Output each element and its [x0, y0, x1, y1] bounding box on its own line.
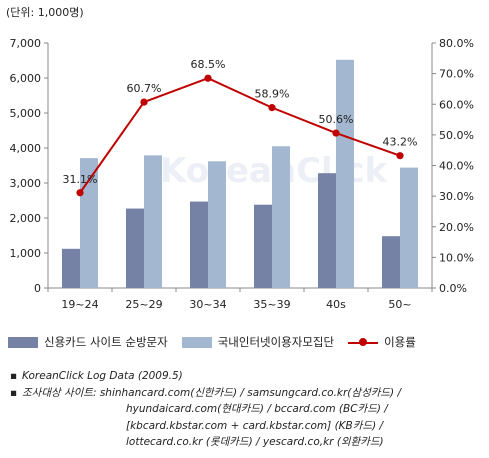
left-tick-label: 4,000: [10, 142, 42, 155]
note-row: ▪ KoreanClick Log Data (2009.5): [10, 368, 480, 385]
bar-visitors: [382, 236, 400, 288]
note-text: [kbcard.kbstar.com + card.kbstar.com] (K…: [126, 419, 384, 432]
note-row: ▪ 조사대상 사이트: shinhancard.com(신한카드) / samsu…: [10, 385, 480, 402]
legend-item-population: 국내인터넷이용자모집단: [181, 334, 335, 350]
note-row: [kbcard.kbstar.com + card.kbstar.com] (K…: [10, 418, 480, 435]
combo-chart: (단위: 1,000명) KoreanClick 01,0002,0003,00…: [6, 6, 474, 311]
legend-label-usage-rate: 이용률: [384, 335, 416, 349]
usage-rate-data-label: 50.6%: [319, 113, 354, 126]
usage-rate-data-label: 68.5%: [191, 58, 226, 71]
x-tick-label: 35~39: [253, 298, 290, 311]
legend-swatch-visitors: [8, 336, 38, 348]
usage-rate-point: [396, 152, 404, 160]
left-tick-label: 2,000: [10, 212, 42, 225]
legend: 신용카드 사이트 순방문자 국내인터넷이용자모집단 이용률: [8, 333, 486, 351]
note-text: KoreanClick Log Data (2009.5): [22, 370, 183, 382]
right-tick-label: 70.0%: [439, 68, 474, 81]
usage-rate-point: [76, 189, 84, 197]
usage-rate-data-label: 60.7%: [127, 82, 162, 95]
left-tick-label: 7,000: [10, 37, 42, 50]
usage-rate-point: [140, 98, 148, 106]
note-text: hyundaicard.com(현대카드) / bccard.com (BC카드…: [126, 403, 388, 415]
right-tick-label: 30.0%: [439, 190, 474, 203]
bar-population: [80, 158, 98, 288]
source-notes: ▪ KoreanClick Log Data (2009.5) ▪ 조사대상 사이트…: [10, 368, 480, 451]
usage-rate-point: [268, 104, 276, 112]
note-row: lottecard.co.kr (롯데카드) / yescard.co,kr (…: [10, 434, 480, 451]
note-row: hyundaicard.com(현대카드) / bccard.com (BC카드…: [10, 401, 480, 418]
left-tick-label: 0: [34, 282, 41, 295]
bar-visitors: [318, 173, 336, 288]
x-tick-label: 50~: [388, 298, 411, 311]
unit-label: (단위: 1,000명): [6, 6, 84, 19]
legend-swatch-usage-rate: [348, 337, 379, 348]
usage-rate-data-label: 31.1%: [63, 173, 98, 186]
bar-visitors: [254, 204, 272, 288]
right-tick-label: 80.0%: [439, 37, 474, 50]
left-tick-label: 5,000: [10, 107, 42, 120]
bar-population: [336, 59, 354, 288]
x-tick-label: 40s: [326, 298, 346, 311]
legend-item-visitors: 신용카드 사이트 순방문자: [8, 334, 168, 350]
usage-rate-data-label: 43.2%: [383, 136, 418, 149]
bar-visitors: [190, 201, 208, 288]
note-text: 조사대상 사이트: shinhancard.com(신한카드) / samsun…: [22, 386, 402, 399]
right-tick-label: 0.0%: [439, 282, 467, 295]
bullet-icon: ▪: [10, 370, 18, 382]
bar-population: [400, 167, 418, 288]
usage-rate-line: [79, 77, 401, 194]
right-tick-label: 20.0%: [439, 221, 474, 234]
left-tick-label: 3,000: [10, 177, 42, 190]
usage-rate-data-label: 58.9%: [255, 88, 290, 101]
x-tick-label: 19~24: [61, 298, 98, 311]
left-tick-label: 1,000: [10, 247, 42, 260]
bar-visitors: [62, 248, 80, 288]
x-tick-label: 25~29: [125, 298, 162, 311]
bar-visitors: [126, 208, 144, 288]
bar-population: [272, 146, 290, 288]
bar-population: [144, 155, 162, 288]
legend-label-visitors: 신용카드 사이트 순방문자: [44, 335, 168, 349]
left-tick-label: 6,000: [10, 72, 42, 85]
right-tick-label: 40.0%: [439, 160, 474, 173]
legend-label-population: 국내인터넷이용자모집단: [217, 335, 335, 349]
right-tick-label: 50.0%: [439, 129, 474, 142]
note-text: lottecard.co.kr (롯데카드) / yescard.co,kr (…: [126, 436, 384, 448]
right-tick-label: 10.0%: [439, 251, 474, 264]
legend-item-usage-rate: 이용률: [348, 334, 416, 350]
bar-population: [208, 161, 226, 288]
bullet-icon: ▪: [10, 386, 18, 399]
right-tick-label: 60.0%: [439, 98, 474, 111]
usage-rate-point: [332, 129, 340, 137]
usage-rate-point: [204, 74, 212, 82]
legend-swatch-population: [181, 336, 212, 348]
plot-area: 0 1,000 2,000 3,000 4,000 5,000 6,000 7,000 0.0%…: [10, 37, 474, 311]
x-tick-label: 30~34: [189, 298, 226, 311]
